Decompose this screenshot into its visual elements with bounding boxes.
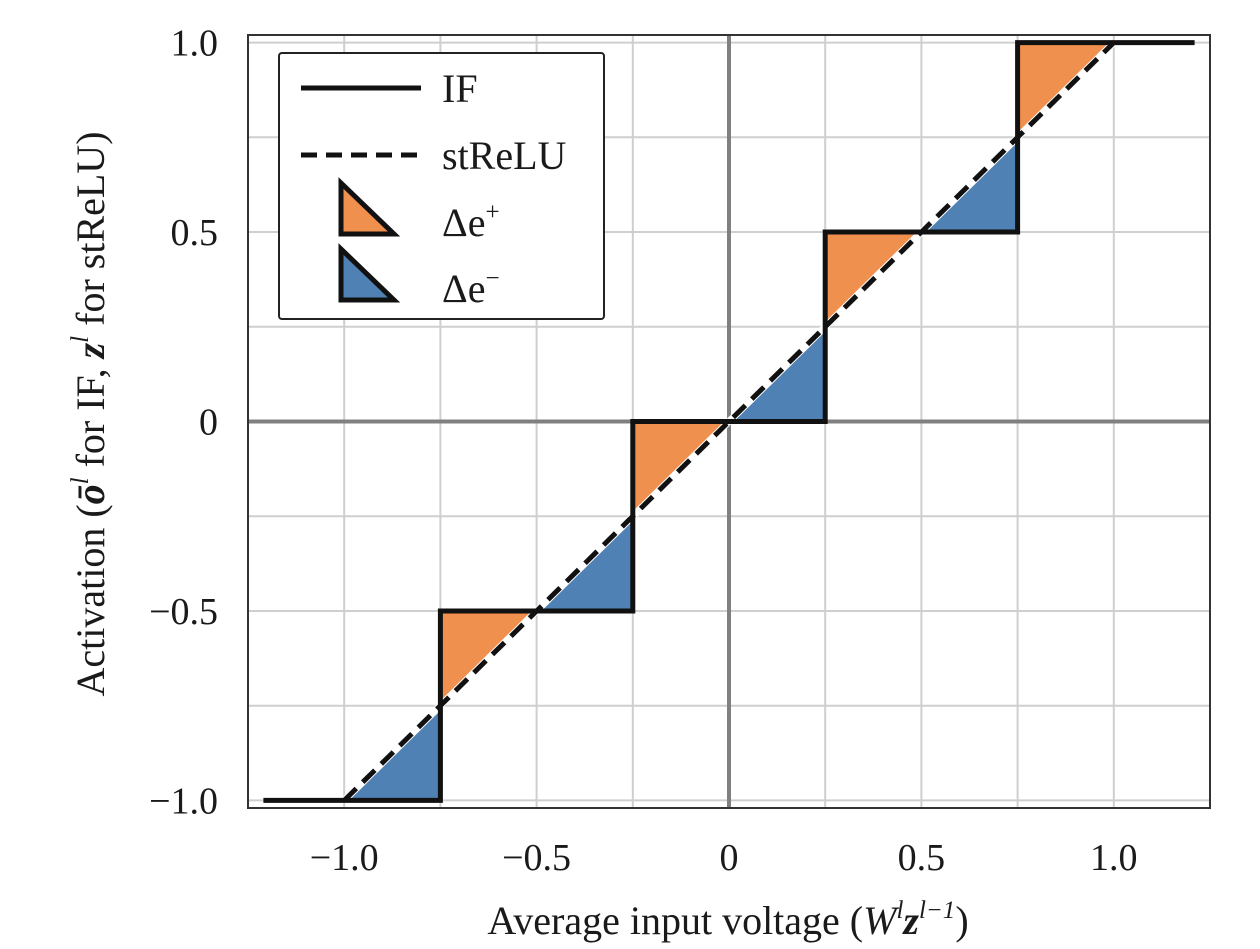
y-tick-label: 0.5 — [171, 212, 219, 254]
legend-pos-swatch — [338, 177, 401, 237]
x-tick-label: −0.5 — [502, 837, 571, 879]
x-tick-label: 1.0 — [1090, 837, 1138, 879]
y-tick-labels: −1.0 −0.5 0 0.5 1.0 — [149, 23, 218, 823]
legend: IF stReLU Δe+ Δe− — [278, 52, 605, 320]
y-tick-label: 1.0 — [171, 23, 219, 65]
legend-box — [278, 52, 605, 320]
strelu-line — [342, 40, 1116, 803]
x-tick-labels: −1.0 −0.5 0 0.5 1.0 — [310, 837, 1138, 879]
legend-neg-label: Δe− — [442, 265, 500, 311]
x-axis-label: Average input voltage (Wlzl−1) — [487, 897, 968, 943]
x-tick-label: 0.5 — [898, 837, 946, 879]
legend-if-label: IF — [442, 66, 478, 111]
if-step-line — [263, 40, 1195, 803]
series-lines — [263, 40, 1195, 803]
plot-frame — [247, 34, 1211, 809]
x-tick-label: −1.0 — [310, 837, 379, 879]
legend-neg-swatch — [338, 243, 401, 303]
y-tick-label: −1.0 — [149, 780, 218, 822]
y-axis-label: Activation (ōl for IF, zl for stReLU) — [67, 131, 113, 696]
y-tick-label: −0.5 — [149, 591, 218, 633]
x-tick-label: 0 — [720, 837, 739, 879]
y-tick-label: 0 — [199, 402, 218, 444]
legend-strelu-label: stReLU — [442, 133, 567, 178]
legend-pos-label: Δe+ — [442, 199, 500, 245]
